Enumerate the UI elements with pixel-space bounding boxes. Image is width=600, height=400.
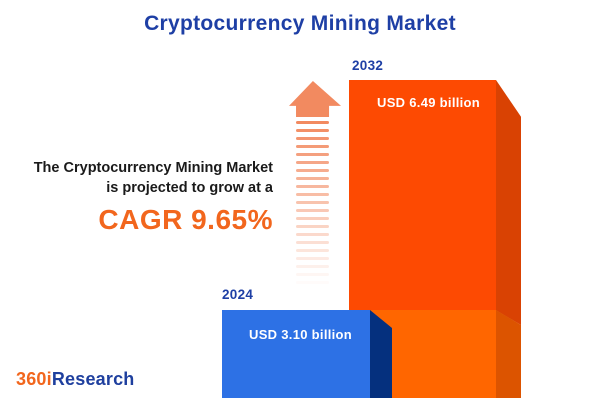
arrow-dash (296, 272, 329, 276)
arrow-dash (296, 200, 329, 205)
value-label-2024: USD 3.10 billion (249, 327, 353, 342)
arrow-dash (296, 192, 329, 197)
arrow-dashes (296, 121, 329, 284)
arrow-dash (296, 281, 329, 284)
arrow-dash (296, 160, 329, 165)
annotation-line-2: is projected to grow at a (106, 180, 273, 196)
bar-2032-side-upper (496, 80, 521, 325)
arrow-dash (296, 224, 329, 228)
bar-2024-front (222, 310, 370, 398)
arrow-dash (296, 264, 329, 268)
year-label-2032: 2032 (352, 58, 384, 73)
arrow-dash (296, 152, 329, 157)
arrow-dash (296, 248, 329, 252)
brand-logo-suffix: Research (51, 369, 135, 389)
arrow-dash (296, 168, 329, 173)
bar-2032-side-lower (496, 310, 521, 398)
arrow-dash (296, 136, 329, 141)
chart-title: Cryptocurrency Mining Market (144, 12, 456, 35)
arrow-dash (296, 240, 329, 244)
bar-2024-side (370, 310, 392, 398)
year-label-2024: 2024 (222, 287, 254, 302)
arrow-dash (296, 208, 329, 213)
arrow-dash (296, 256, 329, 260)
cagr-value: CAGR 9.65% (98, 204, 273, 235)
value-label-2032: USD 6.49 billion (377, 95, 481, 110)
growth-arrow-icon (289, 81, 341, 117)
annotation-block: The Cryptocurrency Mining Market is proj… (0, 158, 273, 236)
bar-2032-front-upper (349, 80, 496, 310)
annotation-line-1: The Cryptocurrency Mining Market (33, 160, 273, 176)
brand-logo-prefix: 360i (16, 369, 52, 389)
arrow-dash (296, 216, 329, 220)
brand-logo: 360iResearch (16, 369, 135, 390)
arrow-dash (296, 232, 329, 236)
arrow-dash (296, 144, 329, 149)
arrow-dash (296, 184, 329, 189)
arrow-dash (296, 128, 329, 133)
arrow-dash (296, 121, 329, 125)
arrow-dash (296, 176, 329, 181)
